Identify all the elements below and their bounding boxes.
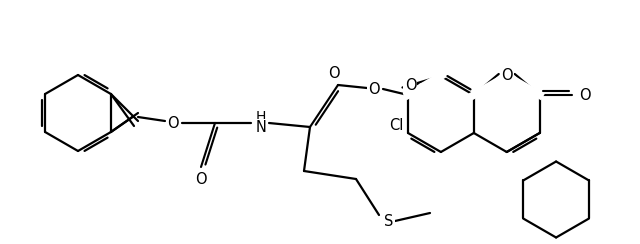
Text: O: O — [404, 78, 416, 93]
Text: H: H — [256, 110, 266, 124]
Text: S: S — [384, 214, 394, 228]
Text: Cl: Cl — [389, 118, 403, 132]
Text: O: O — [195, 172, 207, 186]
Text: O: O — [368, 81, 380, 96]
Text: N: N — [255, 121, 266, 135]
Text: O: O — [328, 65, 340, 81]
Text: O: O — [167, 115, 179, 131]
Text: O: O — [501, 69, 513, 83]
Text: O: O — [579, 88, 591, 102]
